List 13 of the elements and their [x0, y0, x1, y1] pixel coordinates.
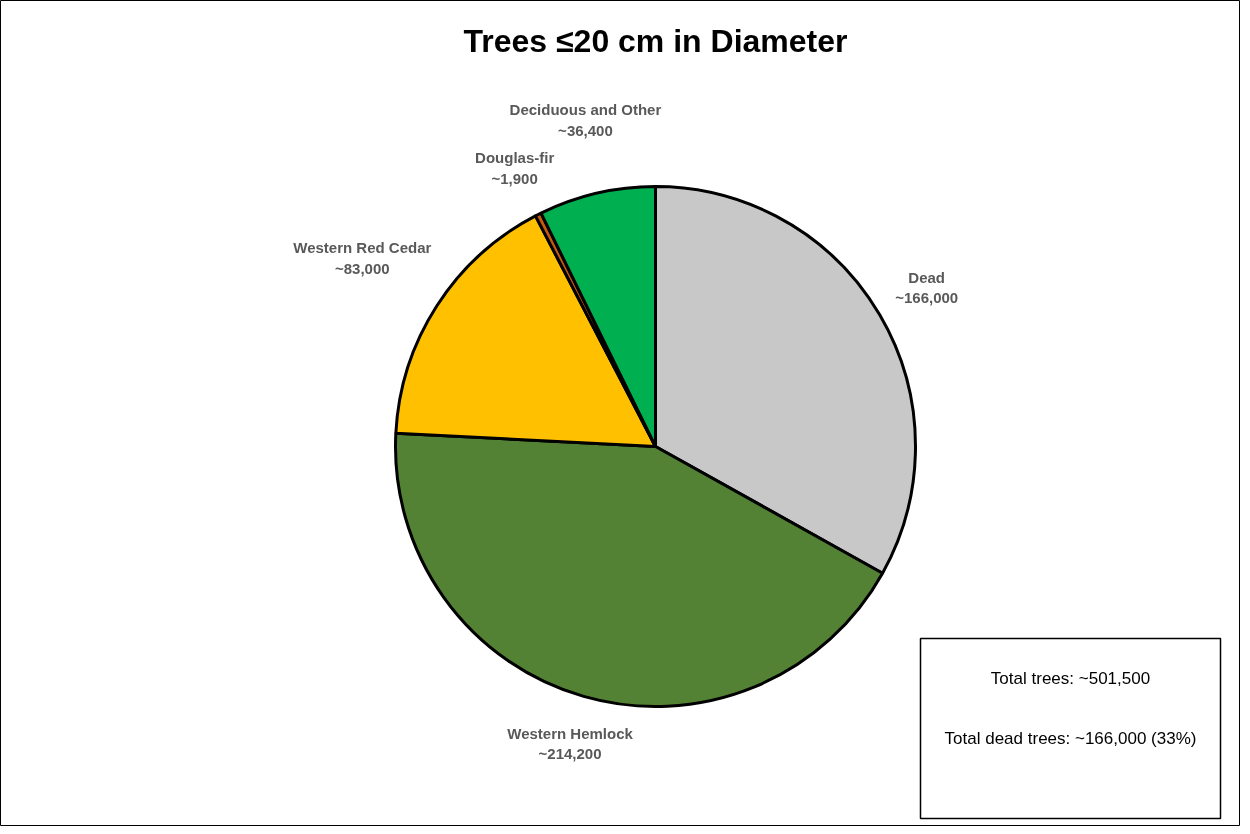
data-label: ~83,000: [335, 259, 390, 277]
data-label: ~166,000: [895, 288, 959, 306]
slice-label: Western Hemlock: [507, 724, 634, 742]
slice-label: Deciduous and Other: [509, 101, 662, 119]
data-label: ~214,200: [538, 745, 602, 763]
slice-label: Dead: [908, 268, 946, 286]
text: Total trees: ~501,500: [990, 669, 1151, 688]
data-label: ~1,900: [491, 169, 538, 187]
slice-label: Western Red Cedar: [293, 239, 432, 257]
data-label: ~36,400: [558, 121, 613, 139]
chart-title: Trees ≤20 cm in Diameter: [463, 22, 848, 59]
slice-label: Douglas-fir: [475, 149, 555, 167]
text: Total dead trees: ~166,000 (33%): [944, 729, 1197, 748]
